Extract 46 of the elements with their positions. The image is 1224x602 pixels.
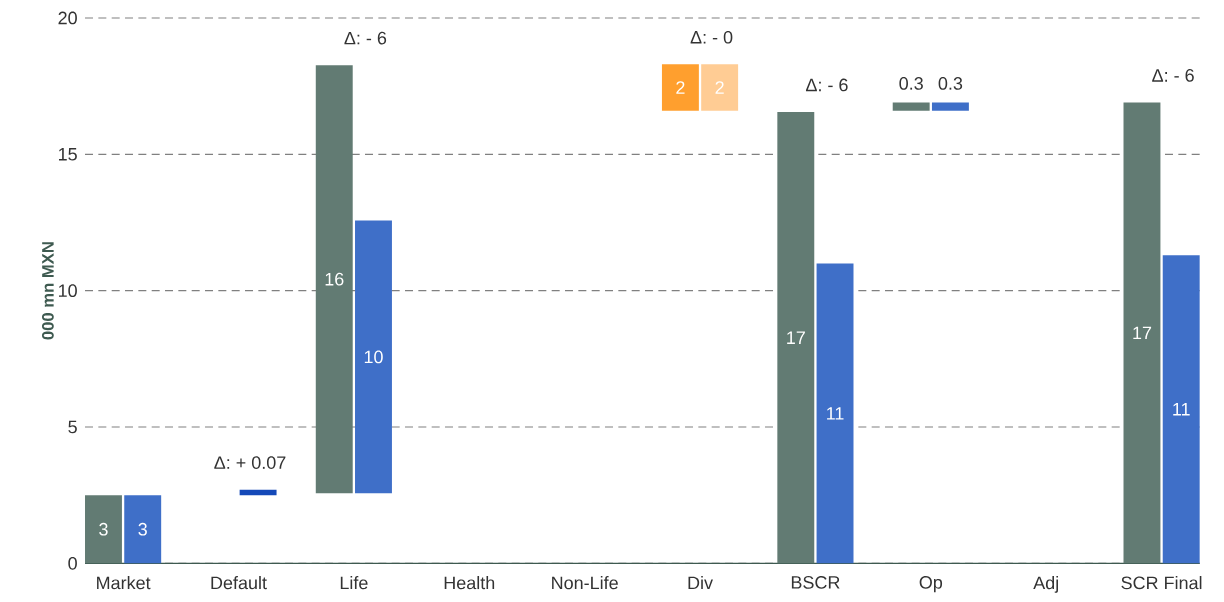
x-tick-label: SCR Final bbox=[1121, 576, 1202, 590]
data-label: 11 bbox=[827, 407, 844, 420]
bar bbox=[931, 102, 969, 111]
x-tick-label: Adj bbox=[1033, 576, 1058, 593]
data-label: 0.3 bbox=[938, 77, 963, 90]
y-tick-label: 0 bbox=[68, 556, 77, 570]
annotation: Δ: - 6 bbox=[344, 31, 387, 45]
y-tick-label: 10 bbox=[58, 284, 77, 298]
bar bbox=[355, 220, 392, 494]
x-tick-label: Health bbox=[444, 576, 495, 590]
x-tick-label: Non-Life bbox=[552, 576, 618, 590]
data-label: 2 bbox=[676, 81, 685, 94]
x-tick-label: BSCR bbox=[791, 576, 840, 589]
bar bbox=[892, 102, 930, 111]
bar bbox=[124, 495, 162, 564]
annotation: Δ: - 6 bbox=[1152, 69, 1194, 82]
bar bbox=[85, 495, 122, 564]
bar bbox=[1123, 102, 1161, 564]
data-label: 10 bbox=[364, 350, 383, 364]
bar bbox=[239, 489, 277, 496]
y-tick-label: 15 bbox=[58, 148, 77, 161]
annotation: Δ: + 0.07 bbox=[214, 456, 286, 469]
annotation: Δ: - 6 bbox=[805, 78, 848, 92]
x-tick-label: Default bbox=[211, 576, 267, 590]
bar bbox=[315, 65, 353, 494]
bar bbox=[661, 64, 699, 111]
data-label: 17 bbox=[1133, 326, 1152, 340]
y-tick-label: 5 bbox=[68, 420, 77, 434]
data-label: 16 bbox=[325, 272, 344, 286]
x-tick-label: Op bbox=[919, 576, 943, 593]
x-tick-label: Market bbox=[97, 576, 151, 590]
y-axis-title: 000 mn MXN bbox=[42, 242, 54, 340]
y-tick-label: 20 bbox=[58, 11, 77, 25]
data-label: 3 bbox=[99, 522, 108, 536]
data-label: 11 bbox=[1173, 403, 1190, 416]
data-label: 0.3 bbox=[899, 77, 923, 90]
annotation: Δ: - 0 bbox=[690, 30, 733, 44]
data-label: 3 bbox=[138, 522, 147, 536]
data-label: 17 bbox=[787, 331, 805, 344]
bar bbox=[1162, 255, 1200, 564]
x-tick-label: Div bbox=[688, 576, 713, 590]
bar bbox=[777, 112, 815, 564]
x-tick-label: Life bbox=[340, 576, 368, 590]
bar bbox=[816, 263, 854, 564]
bar bbox=[701, 64, 739, 111]
data-label: 2 bbox=[715, 81, 724, 94]
